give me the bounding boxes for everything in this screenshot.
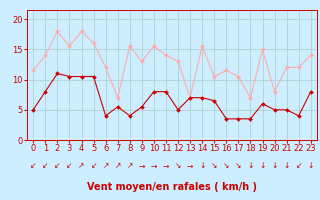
Text: Vent moyen/en rafales ( km/h ): Vent moyen/en rafales ( km/h ) (87, 182, 257, 192)
Text: ↓: ↓ (308, 162, 314, 170)
Text: ↘: ↘ (211, 162, 217, 170)
Text: ↓: ↓ (271, 162, 278, 170)
Text: ↓: ↓ (247, 162, 254, 170)
Text: ↓: ↓ (284, 162, 290, 170)
Text: ↗: ↗ (78, 162, 85, 170)
Text: ↓: ↓ (199, 162, 205, 170)
Text: ↗: ↗ (127, 162, 133, 170)
Text: ↙: ↙ (30, 162, 36, 170)
Text: ↙: ↙ (66, 162, 73, 170)
Text: ↗: ↗ (115, 162, 121, 170)
Text: ↙: ↙ (42, 162, 49, 170)
Text: →: → (163, 162, 169, 170)
Text: ↘: ↘ (175, 162, 181, 170)
Text: ↓: ↓ (259, 162, 266, 170)
Text: ↙: ↙ (90, 162, 97, 170)
Text: ↙: ↙ (54, 162, 60, 170)
Text: ↗: ↗ (102, 162, 109, 170)
Text: ↘: ↘ (235, 162, 242, 170)
Text: →: → (139, 162, 145, 170)
Text: ↙: ↙ (295, 162, 302, 170)
Text: ↘: ↘ (223, 162, 229, 170)
Text: →: → (151, 162, 157, 170)
Text: →: → (187, 162, 193, 170)
